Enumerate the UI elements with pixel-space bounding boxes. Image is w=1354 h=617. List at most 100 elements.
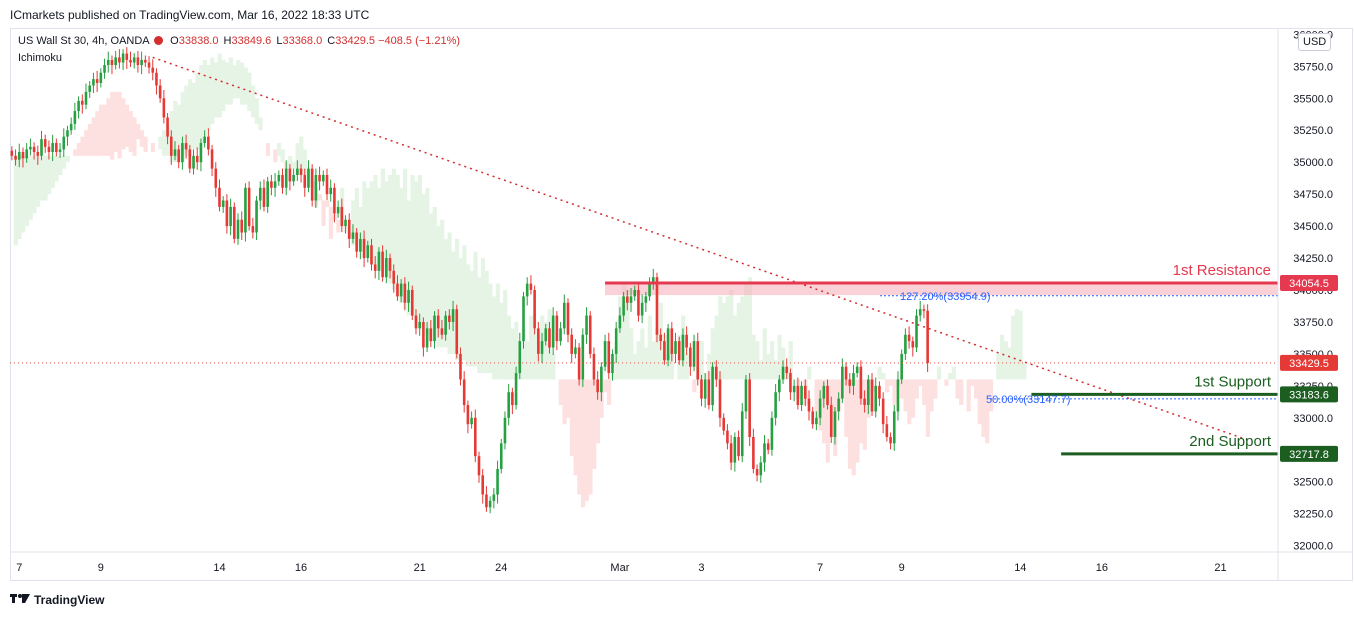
candle-body bbox=[270, 181, 273, 188]
candle-body bbox=[759, 462, 763, 476]
candle-body bbox=[878, 385, 881, 399]
cloud-segment bbox=[176, 104, 182, 163]
cloud-segment bbox=[562, 379, 567, 425]
fib-label: 127.20%(33954.9) bbox=[900, 291, 991, 303]
cloud-segment bbox=[199, 65, 204, 144]
cloud-segment bbox=[636, 341, 641, 380]
candle-body bbox=[911, 341, 915, 348]
symbol-name[interactable]: US Wall St 30, 4h, OANDA bbox=[18, 35, 150, 47]
candle-body bbox=[744, 379, 748, 412]
candle-body bbox=[922, 309, 926, 311]
candle-body bbox=[262, 187, 266, 207]
candle-body bbox=[166, 117, 169, 137]
candle-body bbox=[481, 475, 485, 495]
candle-body bbox=[811, 411, 814, 425]
x-tick-label: 7 bbox=[817, 562, 823, 574]
candle-body bbox=[73, 111, 77, 124]
x-tick-label: 14 bbox=[1014, 562, 1026, 574]
candle-body bbox=[114, 57, 117, 66]
cloud-segment bbox=[936, 366, 942, 380]
currency-button[interactable]: USD bbox=[1298, 33, 1332, 51]
cloud-segment bbox=[113, 91, 119, 152]
candle-body bbox=[470, 417, 473, 425]
candle-body bbox=[195, 155, 199, 163]
candle-body bbox=[637, 290, 640, 316]
candle-body bbox=[522, 296, 525, 342]
cloud-segment bbox=[150, 143, 156, 152]
cloud-segment bbox=[903, 379, 908, 412]
cloud-segment bbox=[981, 379, 986, 437]
cloud-segment bbox=[54, 155, 59, 182]
price-tag-label: 33429.5 bbox=[1289, 358, 1329, 370]
cloud-segment bbox=[206, 65, 211, 131]
candle-body bbox=[618, 315, 622, 329]
cloud-segment bbox=[228, 57, 233, 105]
candle-body bbox=[177, 149, 180, 163]
cloud-segment bbox=[592, 379, 597, 469]
candle-body bbox=[129, 59, 132, 63]
cloud-segment bbox=[714, 315, 719, 380]
candle-body bbox=[907, 334, 911, 342]
candle-body bbox=[648, 283, 651, 297]
cloud-segment bbox=[736, 302, 741, 380]
y-tick-label: 35750.0 bbox=[1293, 61, 1333, 73]
candle-body bbox=[199, 143, 203, 163]
candle-body bbox=[611, 353, 614, 374]
cloud-segment bbox=[933, 379, 938, 399]
market-status-icon bbox=[154, 36, 164, 45]
high-label: H bbox=[223, 35, 232, 47]
cloud-segment bbox=[128, 111, 133, 152]
candle-body bbox=[844, 366, 848, 380]
candle-body bbox=[715, 366, 718, 380]
candle-body bbox=[207, 136, 210, 150]
footer-brand[interactable]: TradingView bbox=[10, 592, 104, 607]
candle-body bbox=[918, 309, 922, 316]
cloud-segment bbox=[84, 130, 89, 156]
open-label: O bbox=[170, 35, 179, 47]
candle-body bbox=[251, 226, 255, 233]
candle-body bbox=[774, 392, 777, 418]
candle-body bbox=[829, 405, 833, 437]
candle-body bbox=[359, 238, 362, 252]
candle-body bbox=[103, 65, 106, 73]
candle-body bbox=[570, 334, 573, 354]
cloud-segment bbox=[61, 155, 67, 169]
candle-body bbox=[181, 143, 184, 163]
resistance-zone bbox=[605, 283, 1278, 296]
cloud-segment bbox=[970, 379, 975, 386]
candle-body bbox=[752, 436, 755, 469]
cloud-segment bbox=[751, 334, 756, 380]
candle-body bbox=[314, 174, 318, 201]
cloud-segment bbox=[558, 379, 563, 406]
candles bbox=[10, 47, 929, 514]
candle-body bbox=[385, 258, 388, 278]
candle-body bbox=[841, 366, 844, 399]
cloud-segment bbox=[692, 379, 697, 393]
low-label: L bbox=[276, 35, 283, 47]
cloud-segment bbox=[770, 341, 775, 380]
candle-body bbox=[718, 379, 722, 418]
candle-body bbox=[118, 57, 121, 63]
cloud-segment bbox=[354, 187, 360, 246]
close-value: 33429.5 bbox=[335, 35, 375, 47]
candle-body bbox=[81, 100, 84, 105]
candle-body bbox=[55, 143, 58, 152]
cloud-segment bbox=[466, 264, 471, 367]
cloud-segment bbox=[351, 200, 356, 246]
cloud-segment bbox=[881, 373, 886, 380]
indicator-ichimoku[interactable]: Ichimoku bbox=[18, 52, 63, 64]
cloud-segment bbox=[669, 347, 675, 380]
cloud-segment bbox=[985, 379, 990, 444]
cloud-segment bbox=[139, 130, 144, 147]
candle-body bbox=[885, 424, 889, 437]
candle-body bbox=[255, 200, 258, 233]
cloud-segment bbox=[24, 155, 30, 227]
cloud-segment bbox=[425, 187, 430, 335]
cloud-segment bbox=[17, 155, 22, 239]
cloud-segment bbox=[529, 315, 534, 380]
candle-body bbox=[440, 328, 444, 335]
cloud-segment bbox=[1011, 315, 1016, 380]
candle-body bbox=[566, 302, 570, 335]
cloud-segment bbox=[740, 296, 745, 380]
